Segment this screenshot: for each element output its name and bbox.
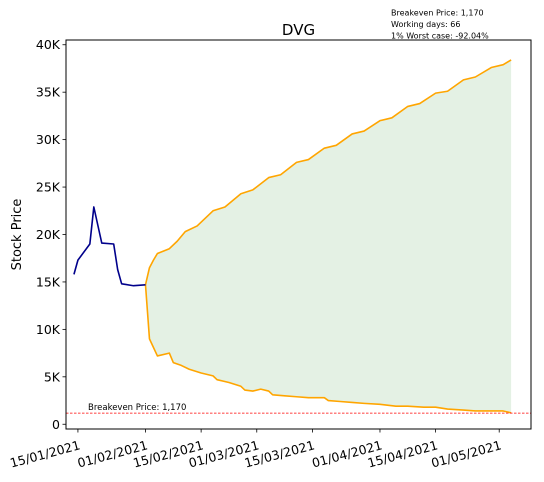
y-tick-label: 20K xyxy=(36,227,61,242)
annotation-working-days: Working days: 66 xyxy=(391,20,460,29)
series-lines xyxy=(73,59,512,414)
y-tick-label: 35K xyxy=(36,85,61,100)
confidence-band xyxy=(145,59,512,413)
annotation-breakeven: Breakeven Price: 1,170 xyxy=(391,9,484,18)
y-axis: 0 5K 10K 15K 20K 25K 30K 35K 40K xyxy=(36,37,66,432)
y-tick-label: 25K xyxy=(36,180,61,195)
y-tick-label: 40K xyxy=(36,37,61,52)
y-tick-label: 10K xyxy=(36,322,61,337)
historical-price-line xyxy=(73,206,146,287)
annotation-worst-case: 1% Worst case: -92.04% xyxy=(391,32,489,41)
y-tick-label: 30K xyxy=(36,132,61,147)
upper-bound-line xyxy=(144,59,512,285)
chart-title: DVG xyxy=(282,21,315,39)
lower-bound-line xyxy=(144,284,512,414)
y-tick-label: 5K xyxy=(44,369,61,384)
y-tick-label: 0 xyxy=(52,417,60,432)
breakeven-label: Breakeven Price: 1,170 xyxy=(88,403,186,413)
band-area xyxy=(145,59,512,413)
y-tick-label: 15K xyxy=(36,274,61,289)
y-axis-label: Stock Price xyxy=(10,199,25,271)
